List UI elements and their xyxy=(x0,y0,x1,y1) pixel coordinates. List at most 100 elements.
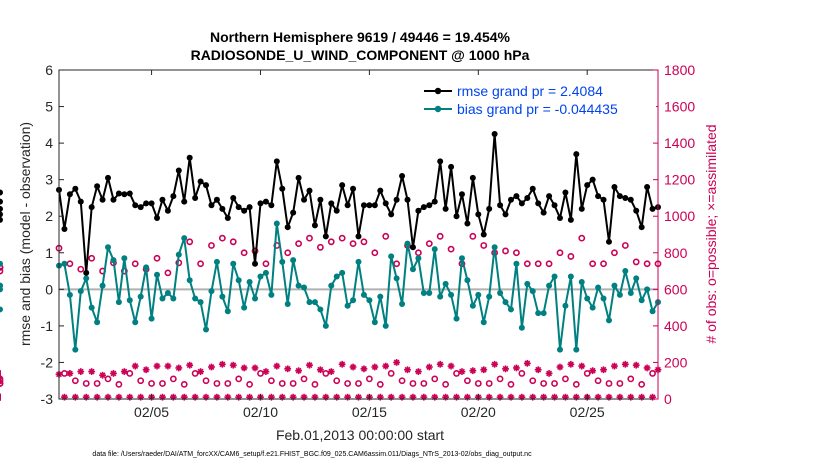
rmse-point xyxy=(437,158,444,165)
legend-box xyxy=(420,78,656,122)
bias-point xyxy=(0,286,3,293)
obs-assimilated-point xyxy=(77,368,85,375)
obs-possible-point xyxy=(115,380,123,388)
bias-point xyxy=(578,279,585,286)
bias-point xyxy=(170,295,177,302)
obs-assimilated-point xyxy=(273,362,281,370)
obs-possible-point xyxy=(594,377,602,385)
obs-possible-point xyxy=(333,377,341,385)
obs-possible-point xyxy=(235,375,243,383)
rmse-point xyxy=(404,196,411,203)
bias-point xyxy=(333,273,340,280)
bias-point xyxy=(431,246,438,253)
data-file-footer: data file: /Users/raeder/DAI/ATM_forcXX/… xyxy=(92,451,532,458)
obs-possible-point xyxy=(0,267,4,275)
bias-point xyxy=(143,264,150,271)
obs-assimilated-point xyxy=(436,360,444,368)
rmse-point xyxy=(355,233,362,240)
bias-point xyxy=(295,282,302,289)
obs-possible-point xyxy=(540,380,548,387)
obs-assimilated-point xyxy=(502,365,509,373)
bias-point xyxy=(518,324,525,331)
y-left-tick-label: 5 xyxy=(45,99,53,115)
rmse-point xyxy=(143,200,150,207)
bias-point xyxy=(529,288,536,295)
rmse-point xyxy=(393,196,400,203)
obs-assimilated-point xyxy=(491,360,499,368)
bias-point xyxy=(317,306,324,313)
obs-possible-point xyxy=(0,380,4,387)
obs-possible-point xyxy=(360,238,368,246)
y-left-tick-label: -3 xyxy=(41,391,54,407)
obs-possible-point xyxy=(425,240,433,248)
x-tick-label: 02/05 xyxy=(134,404,169,420)
obs-assimilated-point xyxy=(131,362,139,370)
bias-point xyxy=(0,306,3,313)
obs-possible-point xyxy=(159,380,166,387)
obs-assimilated-point xyxy=(621,360,629,368)
obs-assimilated-point xyxy=(99,371,106,379)
obs-assimilated-point xyxy=(480,366,488,374)
obs-assimilated-point xyxy=(382,362,390,370)
obs-possible-point xyxy=(278,380,286,387)
obs-possible-point xyxy=(523,260,531,268)
rmse-point xyxy=(622,194,629,201)
bias-point xyxy=(306,299,313,306)
x-axis-label: Feb.01,2013 00:00:00 start xyxy=(276,427,444,443)
rmse-point xyxy=(616,193,623,200)
obs-possible-point xyxy=(218,234,226,242)
obs-assimilated-point xyxy=(415,368,422,375)
rmse-point xyxy=(164,207,171,214)
bias-point xyxy=(366,297,373,304)
rmse-point xyxy=(371,202,378,209)
rmse-point xyxy=(0,216,3,223)
obs-assimilated-point xyxy=(545,370,553,377)
obs-possible-point xyxy=(578,234,586,242)
bias-point xyxy=(507,306,514,313)
bias-point xyxy=(464,277,471,284)
rmse-point xyxy=(235,204,242,211)
bias-point xyxy=(393,275,400,282)
obs-possible-point xyxy=(496,375,504,383)
bias-point xyxy=(616,291,623,298)
rmse-point xyxy=(301,196,308,203)
obs-possible-point xyxy=(485,380,493,387)
obs-assimilated-point xyxy=(164,362,172,370)
bias-point xyxy=(83,275,90,282)
obs-possible-point xyxy=(562,375,569,383)
obs-possible-point xyxy=(627,375,635,383)
rmse-point xyxy=(105,174,112,181)
rmse-point xyxy=(388,211,395,218)
rmse-point xyxy=(513,193,520,200)
rmse-point xyxy=(66,191,73,198)
obs-possible-point xyxy=(589,260,597,268)
bias-point xyxy=(301,284,308,291)
obs-possible-point xyxy=(583,370,591,377)
bias-point xyxy=(262,269,269,276)
bias-point xyxy=(595,284,602,291)
rmse-point xyxy=(262,198,269,205)
obs-assimilated-point xyxy=(175,364,183,372)
bias-point xyxy=(475,291,482,298)
y-left-tick-label: 1 xyxy=(45,245,53,261)
y-axis-left-label: rmse and bias (model - observation) xyxy=(17,122,33,346)
obs-assimilated-point xyxy=(458,368,466,375)
x-tick-label: 02/10 xyxy=(243,404,278,420)
obs-assimilated-point xyxy=(632,361,640,369)
rmse-point xyxy=(159,196,166,203)
rmse-point xyxy=(605,238,612,245)
rmse-point xyxy=(306,187,313,194)
rmse-point xyxy=(399,173,406,180)
bias-point xyxy=(562,302,569,309)
obs-possible-point xyxy=(545,260,553,268)
obs-possible-point xyxy=(306,234,313,242)
bias-point xyxy=(491,244,498,251)
bias-point xyxy=(404,240,411,247)
obs-possible-point xyxy=(534,260,542,268)
rmse-point xyxy=(551,202,558,209)
bias-point xyxy=(164,289,171,296)
bias-point xyxy=(230,260,237,267)
bias-point xyxy=(611,282,618,289)
obs-possible-point xyxy=(382,232,390,240)
obs-assimilated-point xyxy=(534,366,542,374)
